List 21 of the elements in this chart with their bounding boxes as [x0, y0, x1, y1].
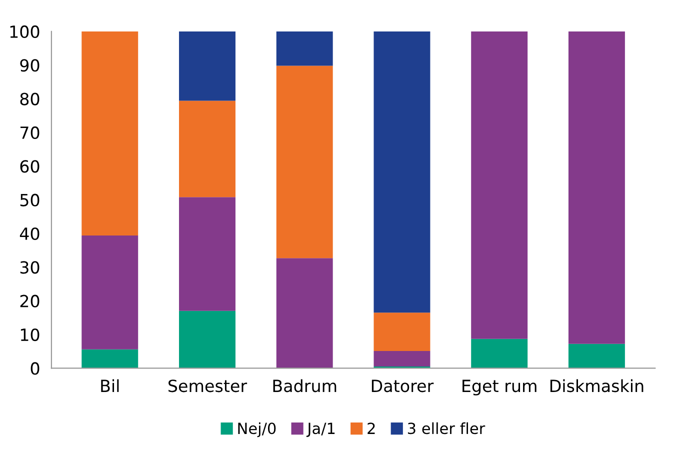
legend-label: Ja/1	[306, 422, 335, 438]
y-tick-label: 60	[20, 160, 40, 173]
y-tick-label: 40	[20, 227, 40, 240]
y-tick-label: 80	[20, 92, 40, 106]
legend-label: Nej/0	[238, 422, 276, 438]
x-tick-label: Semester	[168, 380, 248, 392]
legend-label: 3 eller fler	[408, 422, 486, 434]
y-tick-label: 30	[20, 261, 40, 274]
y-tick-label: 100	[10, 25, 40, 38]
y-tick-label: 90	[20, 59, 40, 72]
x-tick-label: Bil	[101, 379, 119, 392]
x-tick-label: Badrum	[273, 379, 336, 392]
y-tick-label: 10	[20, 328, 40, 342]
x-tick-label: Diskmaskin	[550, 379, 644, 392]
y-tick-label: 20	[20, 294, 40, 308]
x-tick-label: Eget rum	[462, 380, 536, 396]
x-tick-label: Datorer	[372, 380, 434, 392]
y-tick-label: 70	[20, 126, 40, 140]
legend-label: 2	[368, 422, 375, 434]
y-tick-label: 0	[30, 362, 40, 375]
y-tick-label: 50	[20, 194, 40, 206]
